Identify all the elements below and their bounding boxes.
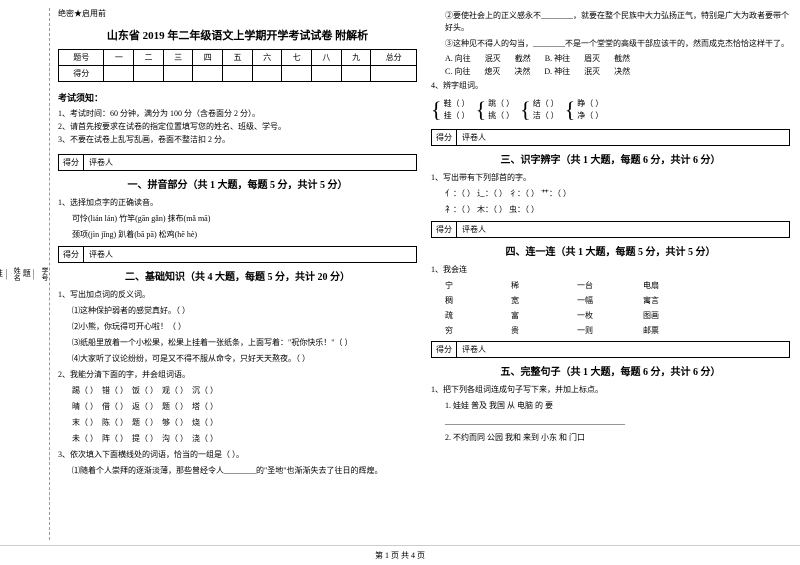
connect-row: 稠宽一幅寓言 (431, 295, 790, 306)
question-item: ⑴随着个人崇拜的逐渐淡薄，那些曾经令人________的"圣地"也渐渐失去了往日… (58, 465, 417, 477)
question: 4、辨字组词。 (431, 80, 790, 92)
question-item: ⑵小熊，你玩得可开心啦！（ ） (58, 321, 417, 333)
exam-title: 山东省 2019 年二年级语文上学期开学考试试卷 附解析 (58, 27, 417, 43)
connect-row: 疏富一枚图画 (431, 310, 790, 321)
table-row: 题号 一 二 三 四 五 六 七 八 九 总分 (59, 50, 417, 66)
th: 总分 (371, 50, 417, 66)
margin-hint-0: 题 (21, 269, 32, 279)
scorebox-label: 得分 (432, 342, 457, 357)
scorebox-label: 评卷人 (457, 130, 491, 145)
question: 1、写出加点词的反义词。 (58, 289, 417, 301)
question-item: 亻：（ ） 辶：（ ） 彳：（ ） 艹：（ ） (431, 188, 790, 200)
td: 得分 (59, 66, 104, 82)
question-item: 可怜(lián lán) 竹竿(gān gǎn) 抹布(mǎ mā) (58, 213, 417, 225)
th: 四 (193, 50, 223, 66)
margin-label-0: 学号___ (32, 267, 49, 281)
question-item: ③这种见不得人的勾当，________不是一个堂堂的高级干部应该干的，然而成克杰… (431, 38, 790, 50)
th: 一 (104, 50, 134, 66)
connect-row: 宁稀一台电扇 (431, 280, 790, 291)
scorebox-label: 得分 (432, 222, 457, 237)
notice-item: 3、不要在试卷上乱写乱画，卷面不整洁扣 2 分。 (58, 134, 417, 145)
notice-title: 考试须知： (58, 91, 417, 104)
margin-label-1: 姓名___ (4, 267, 21, 281)
scorebox-label: 得分 (59, 155, 84, 170)
page-footer: 第 1 页 共 4 页 (0, 545, 800, 561)
score-box: 得分 评卷人 (431, 221, 790, 238)
question: 1、把下列各组词连成句子写下来，并加上标点。 (431, 384, 790, 396)
content-area: 绝密★启用前 山东省 2019 年二年级语文上学期开学考试试卷 附解析 题号 一… (50, 8, 790, 540)
notice-item: 2、请首先按要求在试卷的指定位置填写您的姓名、班级、学号。 (58, 121, 417, 132)
left-column: 绝密★启用前 山东省 2019 年二年级语文上学期开学考试试卷 附解析 题号 一… (58, 8, 417, 540)
question: 1、我会连 (431, 264, 790, 276)
th: 九 (341, 50, 371, 66)
brace-row: {鞋（ ）挂（ ） {跳（ ）挑（ ） {结（ ）洁（ ） {睁（ ）净（ ） (431, 98, 790, 122)
th: 题号 (59, 50, 104, 66)
question-item: 1. 娃娃 普及 我国 从 电脑 的 要 (431, 400, 790, 412)
scorebox-label: 得分 (432, 130, 457, 145)
score-box: 得分 评卷人 (431, 341, 790, 358)
part4-title: 四、连一连（共 1 大题，每题 5 分，共计 5 分） (431, 243, 790, 258)
scorebox-label: 评卷人 (457, 222, 491, 237)
question-item: 颈项(jìn jǐng) 趴着(bā pā) 松鸡(hē hè) (58, 229, 417, 241)
question-item: ⑴这种保护弱者的感觉真好。（ ） (58, 305, 417, 317)
score-box: 得分 评卷人 (58, 246, 417, 263)
notice-item: 1、考试时间：60 分钟，满分为 100 分（含卷面分 2 分）。 (58, 108, 417, 119)
score-box: 得分 评卷人 (431, 129, 790, 146)
scorebox-label: 得分 (59, 247, 84, 262)
th: 八 (312, 50, 342, 66)
connect-row: 穷贵一则邮票 (431, 325, 790, 336)
question: 1、写出带有下列部首的字。 (431, 172, 790, 184)
question: 3、依次填入下面横线处的词语，恰当的一组是（ ）。 (58, 449, 417, 461)
question: 1、选择加点字的正确读音。 (58, 197, 417, 209)
word-row: 踢（ ） 错（ ） 饭（ ） 观（ ） 沉（ ） (58, 385, 417, 397)
scorebox-label: 评卷人 (457, 342, 491, 357)
question-item: 礻：（ ） 木：（ ） 虫：（ ） (431, 204, 790, 216)
th: 二 (134, 50, 164, 66)
table-row: 得分 (59, 66, 417, 82)
question-item: ⑷大家听了议论纷纷，可是又不得不服从命令，只好天天熬夜。（ ） (58, 353, 417, 365)
part5-title: 五、完整句子（共 1 大题，每题 6 分，共计 6 分） (431, 363, 790, 378)
part3-title: 三、识字辨字（共 1 大题，每题 6 分，共计 6 分） (431, 151, 790, 166)
word-row: 晴（ ） 借（ ） 返（ ） 题（ ） 塔（ ） (58, 401, 417, 413)
notice-list: 1、考试时间：60 分钟，满分为 100 分（含卷面分 2 分）。 2、请首先按… (58, 106, 417, 147)
margin-hint-1: 准 (0, 269, 4, 279)
word-row: 末（ ） 陈（ ） 题（ ） 够（ ） 烧（ ） (58, 417, 417, 429)
th: 三 (163, 50, 193, 66)
binding-margin: 学号___ 题 姓名___ 准 班级___ 不 内 学校___ 线 封 乡镇(街… (10, 8, 50, 540)
blank-line: ________________________________________… (431, 416, 790, 428)
option-row: C. 向往熄灭决然 D. 神往泯灭决然 (431, 66, 790, 77)
word-row: 未（ ） 阵（ ） 提（ ） 沟（ ） 浇（ ） (58, 433, 417, 445)
th: 五 (223, 50, 253, 66)
question: 2、我能分清下面的字，并会组词语。 (58, 369, 417, 381)
th: 七 (282, 50, 312, 66)
right-column: ②要使社会上的正义感永不________，就要在整个民族中大力弘扬正气，特别是广… (431, 8, 790, 540)
part1-title: 一、拼音部分（共 1 大题，每题 5 分，共计 5 分） (58, 176, 417, 191)
question-item: ⑶纸船里放着一个小松果，松果上挂着一张纸条，上面写着："祝你快乐！"（ ） (58, 337, 417, 349)
question-item: 2. 不约而同 公园 我和 来到 小东 和 门口 (431, 432, 790, 444)
confidential-marker: 绝密★启用前 (58, 8, 417, 19)
scorebox-label: 评卷人 (84, 155, 118, 170)
option-row: A. 向往泯灭截然 B. 神往眉灭截然 (431, 53, 790, 64)
score-box: 得分 评卷人 (58, 154, 417, 171)
question-item: ②要使社会上的正义感永不________，就要在整个民族中大力弘扬正气，特别是广… (431, 10, 790, 34)
scorebox-label: 评卷人 (84, 247, 118, 262)
th: 六 (252, 50, 282, 66)
part2-title: 二、基础知识（共 4 大题，每题 5 分，共计 20 分） (58, 268, 417, 283)
score-table: 题号 一 二 三 四 五 六 七 八 九 总分 得分 (58, 49, 417, 82)
